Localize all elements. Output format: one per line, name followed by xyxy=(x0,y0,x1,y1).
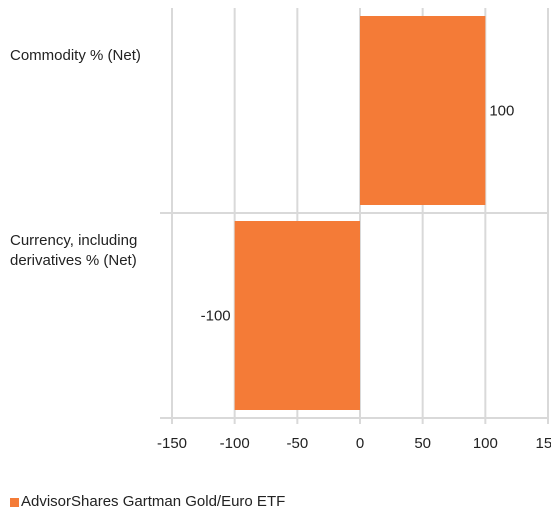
x-tick-label: -50 xyxy=(286,435,308,452)
x-tick-label: 0 xyxy=(356,435,364,452)
x-axis-ticks: -150 -100 -50 0 50 100 150 xyxy=(157,435,551,452)
x-tick-label: 50 xyxy=(414,435,431,452)
bars xyxy=(234,16,486,410)
legend-label: AdvisorShares Gartman Gold/Euro ETF xyxy=(21,493,286,510)
legend: AdvisorShares Gartman Gold/Euro ETF xyxy=(10,492,285,512)
legend-swatch xyxy=(10,497,19,507)
category-label-line: Commodity % (Net) xyxy=(10,47,141,64)
category-label-line: derivatives % (Net) xyxy=(10,252,137,269)
x-tick-label: -100 xyxy=(220,435,250,452)
data-label-0: 100 xyxy=(489,103,514,120)
bar-0 xyxy=(360,16,486,205)
x-tick-label: 150 xyxy=(535,435,551,452)
category-label-commodity: Commodity % (Net) xyxy=(10,46,141,66)
x-tick-label: -150 xyxy=(157,435,187,452)
data-labels: 100 -100 xyxy=(201,103,515,325)
x-tick-label: 100 xyxy=(473,435,498,452)
category-label-line: Currency, including xyxy=(10,232,138,249)
category-label-currency: Currency, including derivatives % (Net) xyxy=(10,231,137,271)
data-label-1: -100 xyxy=(201,308,231,325)
bar-1 xyxy=(234,221,360,410)
